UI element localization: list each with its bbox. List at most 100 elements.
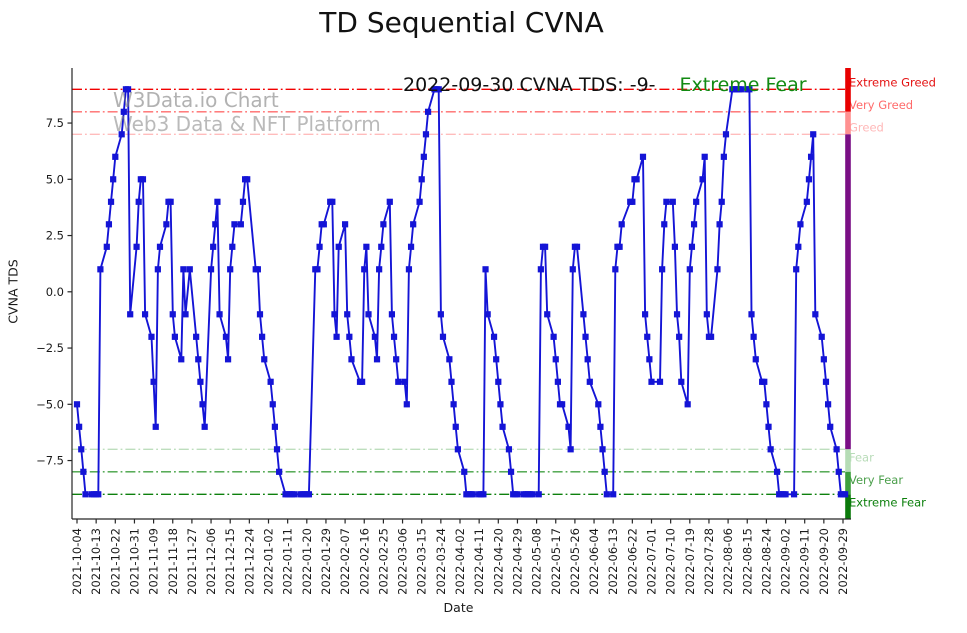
x-tick-label: 2022-04-29	[510, 528, 524, 595]
x-tick-label: 2022-07-28	[702, 528, 716, 595]
x-tick-label: 2022-07-01	[645, 528, 659, 595]
data-point-marker	[333, 333, 340, 340]
x-tick-label: 2022-02-25	[376, 528, 390, 595]
data-point-marker	[331, 311, 338, 318]
data-point-marker	[748, 311, 755, 318]
x-tick-label: 2022-09-02	[779, 528, 793, 595]
data-point-marker	[197, 378, 204, 385]
data-point-marker	[120, 108, 127, 115]
x-tick-label: 2022-03-24	[434, 528, 448, 595]
data-point-marker	[141, 311, 149, 318]
data-point-marker	[342, 221, 349, 228]
data-point-marker	[163, 221, 170, 228]
data-point-marker	[812, 311, 819, 318]
threshold-label-extreme-greed: Extreme Greed	[849, 75, 936, 89]
x-tick-label: 2022-04-11	[472, 528, 486, 595]
data-point-marker	[765, 423, 772, 430]
data-point-marker	[344, 311, 351, 318]
data-point-marker	[348, 356, 355, 363]
data-point-marker	[156, 243, 164, 250]
x-tick-label: 2022-03-15	[415, 528, 429, 595]
data-point-marker	[629, 198, 636, 205]
data-point-marker	[599, 446, 606, 453]
data-point-marker	[139, 176, 147, 183]
data-point-marker	[644, 333, 651, 340]
x-tick-label: 2022-05-17	[549, 528, 563, 595]
data-point-marker	[446, 356, 453, 363]
data-point-marker	[124, 86, 132, 93]
x-tick-label: 2022-09-29	[836, 528, 850, 595]
data-point-marker	[716, 221, 723, 228]
data-point-marker	[231, 221, 238, 228]
data-point-marker	[346, 333, 353, 340]
data-point-marker	[207, 266, 215, 273]
x-tick-label: 2022-01-11	[281, 528, 295, 595]
series-line-cvna-tds	[76, 88, 846, 496]
data-point-marker	[484, 311, 491, 318]
data-point-marker	[597, 423, 604, 430]
data-point-marker	[105, 221, 113, 228]
data-point-marker	[186, 266, 193, 273]
data-point-marker	[201, 423, 208, 430]
data-point-marker	[107, 198, 115, 205]
data-point-marker	[559, 401, 566, 408]
data-point-marker	[803, 198, 810, 205]
data-point-marker	[193, 333, 200, 340]
data-point-marker	[595, 401, 602, 408]
x-tick-label: 2022-07-19	[683, 528, 697, 595]
data-point-marker	[269, 401, 276, 408]
x-tick-label: 2022-04-02	[453, 528, 467, 595]
data-point-marker	[403, 401, 410, 408]
data-point-marker	[752, 356, 759, 363]
data-point-marker	[818, 333, 825, 340]
data-point-marker	[699, 176, 706, 183]
data-point-marker	[214, 198, 221, 205]
data-point-marker	[552, 356, 559, 363]
data-point-marker	[703, 311, 710, 318]
data-point-marker	[493, 356, 500, 363]
data-point-marker	[401, 378, 408, 385]
threshold-label-greed: Greed	[849, 120, 884, 134]
data-point-marker	[290, 491, 298, 498]
data-point-marker	[227, 266, 234, 273]
x-tick-label: 2021-10-04	[70, 528, 84, 595]
y-tick-label: 7.5	[46, 116, 64, 130]
x-tick-label: 2022-05-26	[568, 528, 582, 595]
data-point-marker	[701, 153, 708, 160]
x-tick-label: 2022-05-08	[530, 528, 544, 595]
data-point-marker	[422, 131, 430, 138]
data-point-marker	[616, 243, 623, 250]
data-point-marker	[761, 378, 768, 385]
data-point-marker	[237, 221, 244, 228]
data-point-marker	[737, 86, 744, 93]
x-tick-label: 2022-03-06	[396, 528, 410, 595]
data-point-marker	[820, 356, 827, 363]
data-point-marker	[582, 333, 589, 340]
data-point-marker	[437, 311, 444, 318]
data-point-marker	[388, 311, 396, 318]
data-point-marker	[112, 153, 119, 160]
data-point-marker	[835, 468, 842, 475]
data-point-marker	[676, 333, 683, 340]
data-point-marker	[833, 446, 840, 453]
data-point-marker	[363, 243, 370, 250]
data-point-marker	[329, 198, 336, 205]
y-tick-label: −7.5	[36, 454, 64, 468]
data-point-marker	[393, 356, 400, 363]
data-point-marker	[646, 356, 653, 363]
data-point-marker	[133, 243, 140, 250]
threshold-label-extreme-fear: Extreme Fear	[849, 495, 926, 509]
data-point-marker	[420, 153, 427, 160]
data-point-marker	[82, 491, 89, 498]
data-point-marker	[580, 311, 587, 318]
x-tick-label: 2022-01-02	[262, 528, 276, 595]
data-point-marker	[688, 243, 696, 250]
data-point-marker	[618, 221, 625, 228]
data-point-marker	[659, 266, 666, 273]
data-point-marker	[567, 446, 574, 453]
threshold-label-very-fear: Very Fear	[849, 473, 903, 487]
data-point-marker	[825, 401, 832, 408]
data-point-marker	[639, 153, 647, 160]
data-point-marker	[690, 221, 698, 228]
data-point-marker	[773, 468, 781, 475]
